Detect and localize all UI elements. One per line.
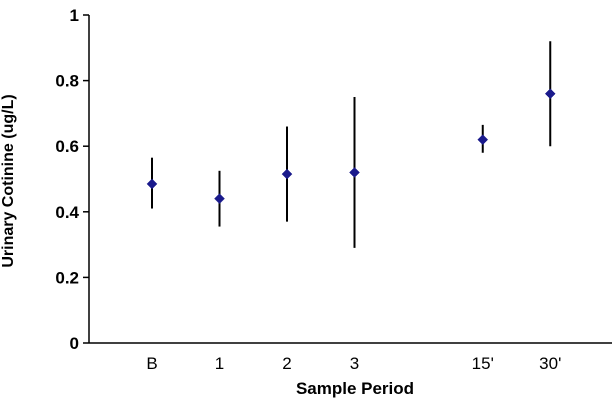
axes: [88, 15, 612, 344]
x-tick-label: B: [146, 354, 157, 373]
x-axis-title: Sample Period: [296, 379, 414, 398]
y-tick-label: 1: [70, 6, 79, 25]
data-point: [281, 168, 293, 180]
error-bars: [151, 41, 552, 248]
y-tick-label: 0.6: [55, 137, 79, 156]
x-tick-label: 30': [539, 354, 561, 373]
y-ticks: 0 0.2 0.4 0.6 0.8 1: [55, 6, 89, 353]
y-tick-label: 0.2: [55, 268, 79, 287]
x-tick-label: 3: [350, 354, 359, 373]
y-axis-title: Urinary Cotinine (ug/L): [0, 94, 17, 267]
x-tick-label: 2: [282, 354, 291, 373]
data-point: [477, 134, 489, 145]
y-tick-label: 0.4: [55, 203, 79, 222]
data-point: [544, 88, 556, 100]
x-ticks: B 1 2 3 15' 30': [146, 354, 561, 373]
data-point: [146, 178, 158, 190]
data-point: [214, 193, 225, 205]
data-point: [349, 167, 360, 178]
data-points: [146, 88, 556, 205]
x-tick-label: 15': [472, 354, 494, 373]
x-tick-label: 1: [215, 354, 224, 373]
y-axis-title-text: Urinary Cotinine (ug/L): [0, 94, 17, 267]
y-tick-label: 0.8: [55, 72, 79, 91]
y-tick-label: 0: [70, 334, 79, 353]
